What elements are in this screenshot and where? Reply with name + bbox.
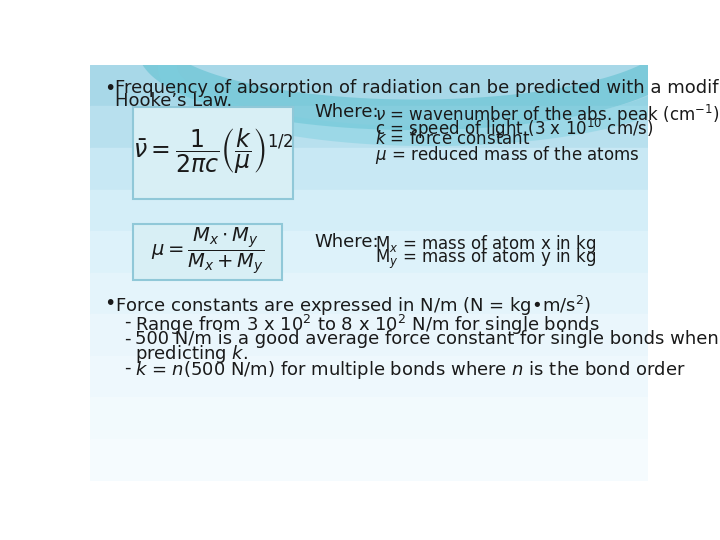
- Text: •: •: [104, 294, 115, 313]
- Text: $\bar{\nu} = \dfrac{1}{2\pi c}\left(\dfrac{k}{\mu}\right)^{1/2}$: $\bar{\nu} = \dfrac{1}{2\pi c}\left(\dfr…: [133, 126, 294, 176]
- Text: -: -: [124, 359, 130, 377]
- Text: Hooke’s Law.: Hooke’s Law.: [114, 92, 232, 110]
- Text: Where:: Where:: [315, 233, 379, 251]
- Text: $\mu = \dfrac{M_x \cdot M_y}{M_x + M_y}$: $\mu = \dfrac{M_x \cdot M_y}{M_x + M_y}$: [151, 226, 264, 276]
- Text: $k$ = force constant: $k$ = force constant: [375, 130, 531, 148]
- Bar: [90, 65, 648, 106]
- Text: 500 N/m is a good average force constant for single bonds when: 500 N/m is a good average force constant…: [135, 330, 719, 348]
- Bar: [90, 148, 648, 190]
- Bar: [90, 356, 648, 397]
- Text: Frequency of absorption of radiation can be predicted with a modified: Frequency of absorption of radiation can…: [114, 79, 720, 97]
- Text: $\mu$ = reduced mass of the atoms: $\mu$ = reduced mass of the atoms: [375, 144, 639, 166]
- Text: -: -: [124, 330, 130, 348]
- Text: M$_x$ = mass of atom x in kg: M$_x$ = mass of atom x in kg: [375, 233, 596, 255]
- Text: Force constants are expressed in N/m (N = kg•m/s$^2$): Force constants are expressed in N/m (N …: [114, 294, 591, 319]
- Bar: [90, 231, 648, 273]
- Bar: [90, 397, 648, 439]
- Bar: [90, 190, 648, 231]
- Text: $\nu$ = wavenumber of the abs. peak (cm$^{-1}$): $\nu$ = wavenumber of the abs. peak (cm$…: [375, 103, 719, 127]
- FancyBboxPatch shape: [133, 224, 282, 280]
- Bar: [90, 273, 648, 314]
- Bar: [90, 314, 648, 356]
- Text: Range from 3 x 10$^2$ to 8 x 10$^2$ N/m for single bonds: Range from 3 x 10$^2$ to 8 x 10$^2$ N/m …: [135, 313, 600, 337]
- Bar: [90, 106, 648, 148]
- FancyBboxPatch shape: [133, 107, 293, 199]
- Text: c = speed of light (3 x 10$^{10}$ cm/s): c = speed of light (3 x 10$^{10}$ cm/s): [375, 117, 654, 141]
- Text: -: -: [124, 313, 130, 330]
- Text: •: •: [104, 79, 115, 98]
- Text: Where:: Where:: [315, 103, 379, 122]
- Text: predicting $k$.: predicting $k$.: [135, 343, 248, 365]
- Bar: [90, 439, 648, 481]
- Text: M$_y$ = mass of atom y in kg: M$_y$ = mass of atom y in kg: [375, 247, 596, 271]
- Text: $k$ = $n$(500 N/m) for multiple bonds where $n$ is the bond order: $k$ = $n$(500 N/m) for multiple bonds wh…: [135, 359, 685, 381]
